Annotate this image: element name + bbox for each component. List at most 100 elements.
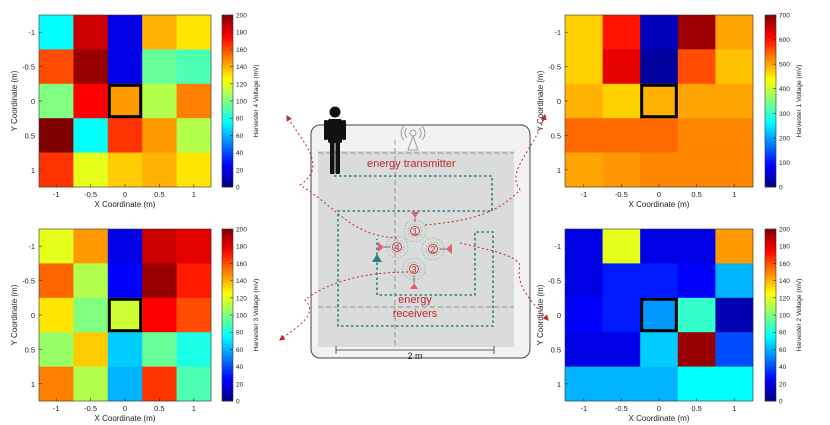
x-tick-label: -1 — [53, 190, 60, 199]
colorbar-segment — [222, 127, 233, 131]
heatmap-cell — [602, 15, 641, 50]
heatmap-cell — [176, 49, 212, 85]
receiver-number: 4 — [394, 243, 399, 253]
colorbar-segment — [765, 352, 776, 356]
colorbar-segment — [765, 376, 776, 380]
x-tick-label: 0 — [657, 404, 661, 413]
colorbar-segment — [765, 87, 776, 91]
colorbar-segment — [222, 152, 233, 156]
colorbar-segment — [222, 282, 233, 286]
heatmap-top-left: -1 -0.5 0 0.5 1 -1 -0.5 0 0.5 1 X Coordinate (m) Y … — [10, 13, 260, 210]
colorbar-segment — [765, 101, 776, 105]
colorbar-segment — [222, 114, 233, 118]
colorbar-segment — [222, 82, 233, 86]
heatmap-cell — [640, 49, 679, 85]
colorbar-segment — [222, 253, 233, 257]
colorbar-segment — [765, 398, 776, 402]
heatmap-cell — [565, 263, 603, 299]
colorbar-segment — [222, 229, 233, 233]
colorbar-segment — [765, 146, 776, 150]
colorbar-tick-label: 140 — [779, 278, 790, 285]
y-tick-label: 1 — [31, 380, 35, 389]
colorbar-segment — [765, 320, 776, 324]
colorbar-segment — [222, 39, 233, 43]
heatmap-cell — [565, 152, 603, 188]
colorbar-segment — [765, 178, 776, 183]
colorbar-segment — [222, 133, 233, 137]
colorbar-segment — [222, 98, 233, 102]
colorbar-segment — [765, 263, 776, 268]
colorbar-segment — [222, 298, 233, 302]
colorbar-tick-label: 120 — [779, 295, 790, 302]
colorbar-segment — [765, 55, 776, 59]
colorbar-segment — [222, 301, 233, 305]
heatmap-cell — [602, 152, 641, 188]
heatmap-cell — [39, 49, 74, 85]
colorbar-segment — [222, 135, 233, 140]
colorbar-segment — [765, 122, 776, 126]
colorbar-segment — [765, 117, 776, 121]
heatmap-cell — [39, 332, 74, 367]
scale-bar-label: 2 m — [407, 351, 422, 361]
y-axis-label: Y Coordinate (m) — [536, 284, 545, 345]
colorbar-segment — [222, 368, 233, 372]
heatmap-cell — [640, 15, 679, 50]
colorbar-segment — [765, 184, 776, 188]
heatmap-cell — [565, 332, 603, 367]
colorbar-segment — [765, 304, 776, 308]
colorbar-segment — [765, 301, 776, 305]
heatmap-cell — [677, 366, 716, 402]
colorbar-segment — [765, 285, 776, 289]
colorbar-segment — [222, 296, 233, 300]
heatmap-cell — [176, 297, 212, 333]
colorbar-segment — [765, 245, 776, 249]
colorbar-segment — [222, 184, 233, 188]
colorbar-segment — [222, 344, 233, 348]
colorbar-segment — [765, 49, 776, 54]
colorbar-segment — [222, 28, 233, 32]
colorbar-segment — [765, 272, 776, 276]
colorbar-tick-label: 400 — [779, 86, 790, 93]
colorbar-segment — [765, 157, 776, 161]
heatmap-cell — [176, 332, 212, 367]
colorbar-segment — [222, 63, 233, 67]
colorbar-segment — [222, 173, 233, 177]
colorbar-segment — [765, 111, 776, 115]
colorbar-segment — [222, 154, 233, 158]
colorbar-label: Harvester 3 Voltage (mV) — [253, 279, 260, 352]
colorbar-segment — [222, 390, 233, 394]
heatmap-cell — [640, 83, 679, 119]
x-tick-label: 0.5 — [691, 190, 701, 199]
heatmap-cell — [677, 15, 716, 50]
colorbar-segment — [222, 162, 233, 166]
colorbar-tick-label: 0 — [779, 399, 783, 406]
colorbar-segment — [765, 255, 776, 259]
heatmap-cell — [602, 229, 641, 264]
colorbar-segment — [222, 160, 233, 164]
antenna-icon — [400, 125, 426, 151]
colorbar-segment — [222, 79, 233, 83]
heatmap-cell — [39, 229, 74, 264]
colorbar-segment — [765, 261, 776, 265]
colorbar-segment — [222, 245, 233, 249]
colorbar-segment — [765, 109, 776, 113]
colorbar-segment — [765, 323, 776, 327]
colorbar-segment — [222, 95, 233, 99]
highlight-cell — [640, 83, 678, 119]
receiver-2: 2 — [421, 237, 452, 261]
colorbar-segment — [765, 306, 776, 311]
colorbar-tick-label: 20 — [236, 381, 244, 388]
colorbar-segment — [222, 36, 233, 40]
colorbar-segment — [765, 371, 776, 375]
colorbar-segment — [765, 328, 776, 332]
colorbar-segment — [222, 255, 233, 259]
colorbar-segment — [222, 379, 233, 383]
colorbar-segment — [765, 79, 776, 83]
heatmap-cell — [715, 332, 754, 367]
colorbar-segment — [765, 331, 776, 335]
colorbar-segment — [765, 125, 776, 129]
colorbar-segment — [222, 312, 233, 316]
colorbar-segment — [222, 60, 233, 64]
colorbar-segment — [222, 101, 233, 105]
colorbar-segment — [222, 17, 233, 21]
